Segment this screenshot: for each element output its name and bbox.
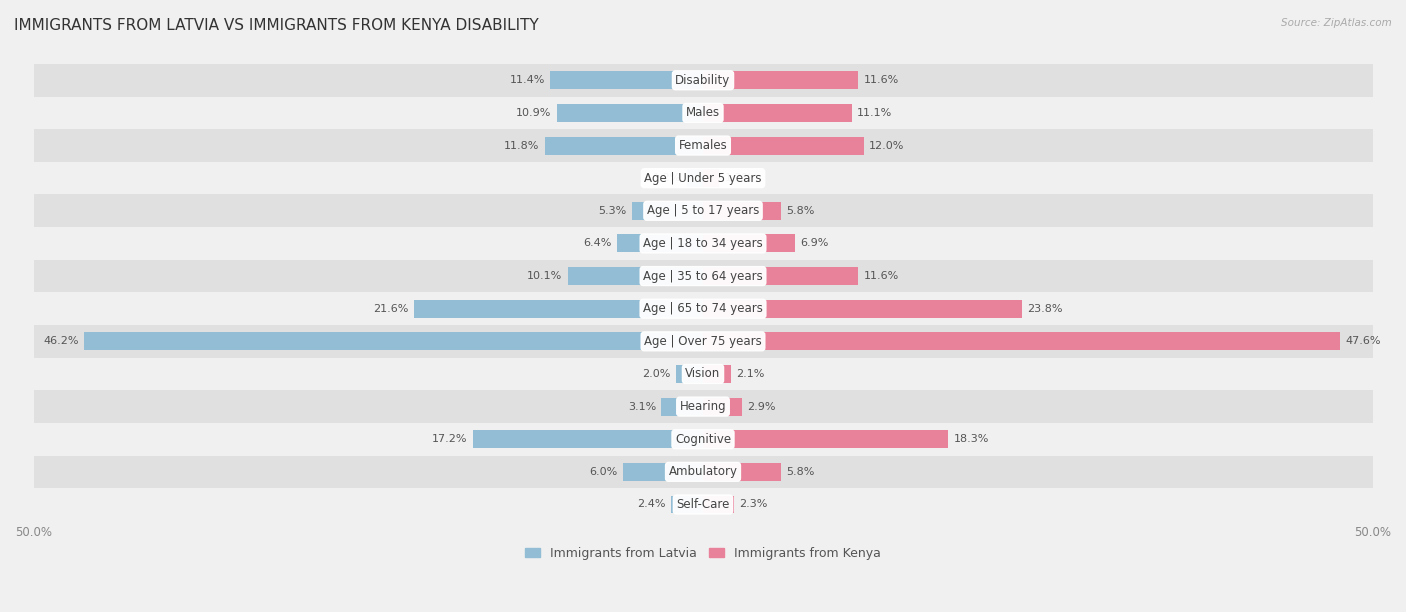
Bar [703, 234, 796, 252]
Text: 18.3%: 18.3% [953, 435, 988, 444]
Text: 1.2%: 1.2% [654, 173, 682, 183]
Text: 5.3%: 5.3% [599, 206, 627, 216]
Bar [34, 488, 1372, 521]
Bar [623, 463, 703, 481]
Text: 5.8%: 5.8% [786, 467, 814, 477]
Text: Cognitive: Cognitive [675, 433, 731, 446]
Bar [703, 365, 731, 383]
Text: Age | Under 5 years: Age | Under 5 years [644, 172, 762, 185]
Bar [413, 300, 703, 318]
Text: 47.6%: 47.6% [1346, 337, 1381, 346]
Legend: Immigrants from Latvia, Immigrants from Kenya: Immigrants from Latvia, Immigrants from … [520, 542, 886, 565]
Bar [676, 365, 703, 383]
Text: Disability: Disability [675, 74, 731, 87]
Bar [34, 227, 1372, 259]
Bar [550, 72, 703, 89]
Bar [34, 64, 1372, 97]
Bar [671, 496, 703, 513]
Text: 2.3%: 2.3% [740, 499, 768, 510]
Text: 11.6%: 11.6% [863, 75, 898, 85]
Bar [703, 104, 852, 122]
Text: Age | 18 to 34 years: Age | 18 to 34 years [643, 237, 763, 250]
Text: Vision: Vision [685, 367, 721, 381]
Text: Hearing: Hearing [679, 400, 727, 413]
Bar [34, 259, 1372, 293]
Bar [703, 169, 718, 187]
Bar [546, 136, 703, 154]
Bar [34, 390, 1372, 423]
Bar [703, 72, 858, 89]
Bar [34, 293, 1372, 325]
Bar [568, 267, 703, 285]
Text: 11.4%: 11.4% [509, 75, 546, 85]
Bar [703, 332, 1340, 350]
Bar [661, 398, 703, 416]
Text: 2.1%: 2.1% [737, 369, 765, 379]
Text: Age | 65 to 74 years: Age | 65 to 74 years [643, 302, 763, 315]
Text: 21.6%: 21.6% [373, 304, 408, 314]
Bar [34, 423, 1372, 455]
Bar [34, 162, 1372, 195]
Bar [703, 136, 863, 154]
Bar [703, 202, 780, 220]
Text: 6.0%: 6.0% [589, 467, 617, 477]
Text: 10.9%: 10.9% [516, 108, 551, 118]
Bar [633, 202, 703, 220]
Text: 2.4%: 2.4% [637, 499, 665, 510]
Text: Ambulatory: Ambulatory [668, 465, 738, 479]
Text: 11.8%: 11.8% [505, 141, 540, 151]
Text: 11.6%: 11.6% [863, 271, 898, 281]
Bar [703, 430, 948, 448]
Bar [703, 300, 1022, 318]
Text: 12.0%: 12.0% [869, 141, 904, 151]
Text: 6.4%: 6.4% [583, 239, 612, 248]
Bar [34, 357, 1372, 390]
Text: 17.2%: 17.2% [432, 435, 467, 444]
Bar [703, 496, 734, 513]
Text: 3.1%: 3.1% [628, 401, 657, 412]
Text: Age | 35 to 64 years: Age | 35 to 64 years [643, 269, 763, 283]
Bar [84, 332, 703, 350]
Bar [34, 129, 1372, 162]
Text: 23.8%: 23.8% [1026, 304, 1063, 314]
Text: 2.9%: 2.9% [747, 401, 776, 412]
Text: 5.8%: 5.8% [786, 206, 814, 216]
Bar [34, 97, 1372, 129]
Text: Females: Females [679, 139, 727, 152]
Text: IMMIGRANTS FROM LATVIA VS IMMIGRANTS FROM KENYA DISABILITY: IMMIGRANTS FROM LATVIA VS IMMIGRANTS FRO… [14, 18, 538, 34]
Text: 11.1%: 11.1% [858, 108, 893, 118]
Bar [557, 104, 703, 122]
Text: 2.0%: 2.0% [643, 369, 671, 379]
Text: Source: ZipAtlas.com: Source: ZipAtlas.com [1281, 18, 1392, 28]
Bar [688, 169, 703, 187]
Bar [472, 430, 703, 448]
Bar [34, 325, 1372, 357]
Bar [34, 455, 1372, 488]
Text: Age | 5 to 17 years: Age | 5 to 17 years [647, 204, 759, 217]
Bar [34, 195, 1372, 227]
Text: 6.9%: 6.9% [801, 239, 830, 248]
Text: 1.2%: 1.2% [724, 173, 752, 183]
Text: Self-Care: Self-Care [676, 498, 730, 511]
Bar [703, 267, 858, 285]
Text: Age | Over 75 years: Age | Over 75 years [644, 335, 762, 348]
Bar [617, 234, 703, 252]
Text: 46.2%: 46.2% [44, 337, 79, 346]
Text: Males: Males [686, 106, 720, 119]
Bar [703, 398, 742, 416]
Bar [703, 463, 780, 481]
Text: 10.1%: 10.1% [527, 271, 562, 281]
